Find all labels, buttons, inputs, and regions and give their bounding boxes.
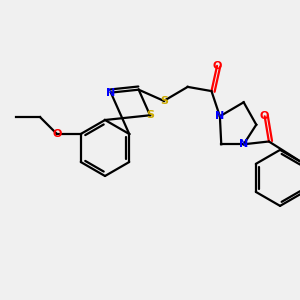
Text: N: N [239, 139, 248, 149]
Text: S: S [146, 110, 154, 120]
Text: N: N [215, 111, 224, 121]
Text: S: S [160, 96, 168, 106]
Text: N: N [106, 88, 116, 98]
Text: O: O [212, 61, 222, 71]
Text: O: O [260, 111, 269, 121]
Text: O: O [52, 129, 62, 139]
